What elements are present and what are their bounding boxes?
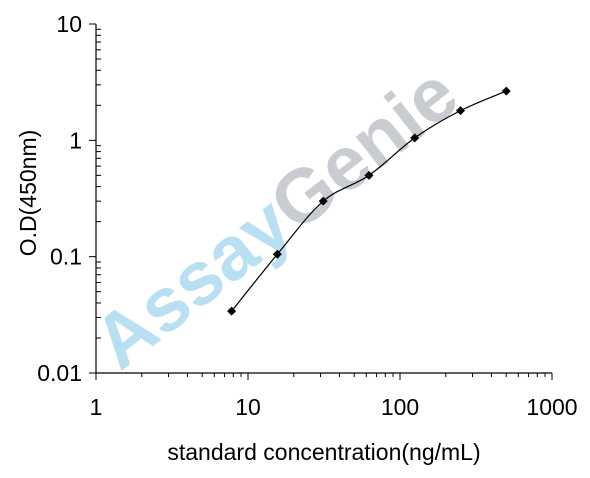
data-point bbox=[501, 86, 511, 96]
plot-area: 1 10 100 1000 0.01 0.1 1 10 bbox=[37, 11, 577, 420]
y-tick-label: 0.01 bbox=[37, 360, 82, 386]
watermark-text: AssayGenie bbox=[78, 50, 473, 385]
y-axis-title: O.D(450nm) bbox=[15, 130, 41, 257]
x-tick-label: 100 bbox=[381, 394, 419, 420]
data-point bbox=[455, 106, 465, 116]
data-point bbox=[227, 306, 237, 316]
y-tick-label: 1 bbox=[69, 127, 82, 153]
y-tick-label: 0.1 bbox=[50, 244, 82, 270]
x-tick-label: 10 bbox=[235, 394, 261, 420]
x-tick-label: 1 bbox=[90, 394, 103, 420]
y-tick-label: 10 bbox=[56, 11, 82, 37]
x-axis-title: standard concentration(ng/mL) bbox=[167, 439, 480, 465]
data-point bbox=[318, 196, 328, 206]
watermark-part-2: Genie bbox=[255, 50, 474, 247]
watermark: AssayGenie bbox=[78, 50, 473, 385]
data-point bbox=[364, 170, 374, 180]
x-tick-label: 1000 bbox=[526, 394, 577, 420]
data-point bbox=[410, 133, 420, 143]
watermark-part-1: Assay bbox=[78, 181, 307, 386]
data-point bbox=[272, 249, 282, 259]
